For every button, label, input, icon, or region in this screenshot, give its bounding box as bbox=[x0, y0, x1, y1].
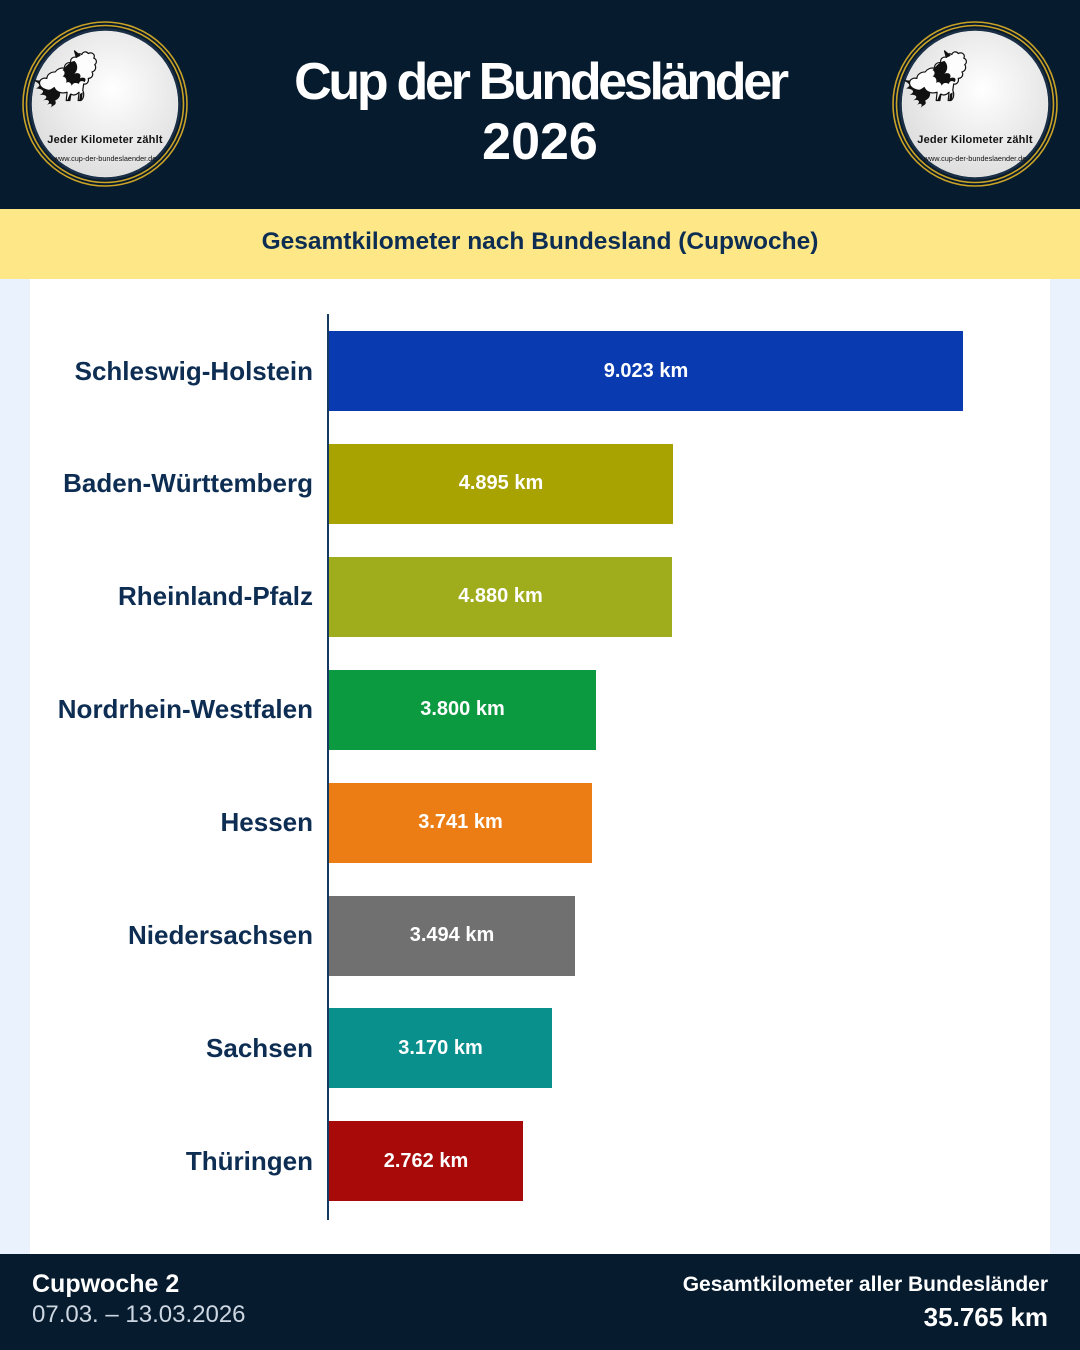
svg-text:Jeder Kilometer zählt: Jeder Kilometer zählt bbox=[47, 134, 163, 146]
svg-text:Jeder Kilometer zählt: Jeder Kilometer zählt bbox=[917, 134, 1033, 146]
svg-text:www.cup-der-bundeslaender.de: www.cup-der-bundeslaender.de bbox=[53, 154, 157, 163]
svg-text:www.cup-der-bundeslaender.de: www.cup-der-bundeslaender.de bbox=[923, 154, 1027, 163]
